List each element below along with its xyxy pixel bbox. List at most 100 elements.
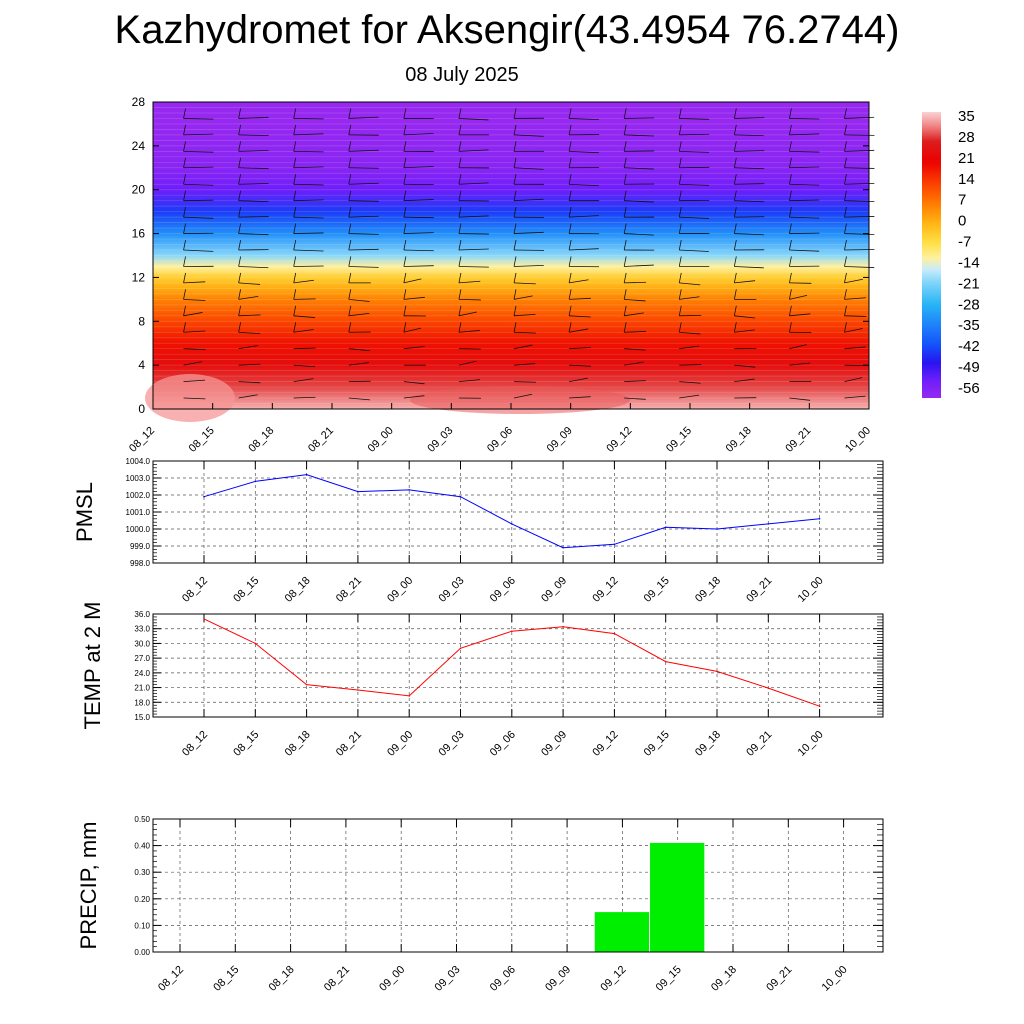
wind-barb-flag — [348, 190, 352, 201]
wind-barb — [624, 312, 644, 317]
wind-barb — [238, 282, 261, 285]
wind-barb-flag — [238, 174, 242, 185]
wind-barb-flag — [678, 272, 682, 283]
x-tick-label: 09_03 — [425, 425, 455, 455]
wind-barb — [624, 134, 654, 137]
colorbar-label: -49 — [958, 359, 980, 376]
wind-barb-flag — [513, 239, 517, 251]
wind-barb — [183, 312, 203, 317]
wind-barb — [734, 329, 755, 333]
x-tick-label: 08_18 — [267, 964, 297, 994]
wind-barb-flag — [183, 289, 186, 300]
wind-barb-flag — [678, 322, 682, 333]
panel-frame — [152, 460, 884, 564]
wind-barb-flag — [513, 108, 517, 119]
wind-barb-flag — [568, 141, 572, 152]
y-tick-label: 30.0 — [134, 639, 150, 648]
wind-barb-flag — [348, 272, 352, 283]
wind-barb — [789, 294, 808, 300]
wind-barb-flag — [623, 289, 627, 300]
wind-barb — [624, 361, 644, 366]
wind-barb — [238, 216, 269, 218]
x-tick-label: 08_15 — [187, 425, 217, 455]
temp-2m-point — [613, 632, 616, 635]
x-tick-label: 09_15 — [654, 964, 684, 994]
wind-barb — [183, 348, 206, 351]
wind-barb-flag — [844, 157, 847, 168]
pmsl-point — [357, 490, 359, 493]
wind-barb — [293, 329, 314, 333]
wind-barb-flag — [513, 141, 517, 152]
y-axis-label: TEMP at 2 M — [80, 602, 105, 730]
wind-barb — [238, 134, 269, 136]
wind-barb-flag — [458, 124, 462, 135]
y-tick-label: 24.0 — [134, 669, 150, 678]
temp-2m-point — [203, 618, 205, 620]
wind-barb-flag — [238, 108, 242, 119]
wind-barb-flag — [733, 157, 737, 168]
colorbar: 35 28 21 14 7 0 -7 -14 -21 -28 -35 -42 -49 -56 — [922, 108, 980, 398]
y-tick-label: 18.0 — [134, 698, 150, 707]
wind-barb-flag — [293, 223, 297, 234]
wind-barb — [844, 346, 866, 350]
wind-barb — [569, 248, 599, 251]
y-tick-label: 0.30 — [134, 868, 150, 877]
wind-barb-flag — [844, 305, 847, 316]
wind-barb-flag — [568, 157, 572, 168]
wind-barb-flag — [789, 322, 792, 333]
wind-barb-flag — [403, 207, 407, 218]
wind-barb — [569, 328, 589, 333]
wind-barb — [513, 134, 544, 137]
x-tick-label: 08_12 — [180, 729, 210, 759]
colorbar-gradient — [922, 112, 941, 398]
y-tick-label: 998.0 — [130, 559, 151, 568]
wind-barb-flag — [623, 256, 627, 267]
wind-barb-flag — [293, 305, 297, 316]
wind-barb-flag — [238, 305, 242, 316]
wind-barb-flag — [733, 322, 737, 333]
wind-barb-flag — [403, 256, 407, 267]
wind-barb-flag — [678, 223, 682, 234]
wind-barb — [403, 216, 434, 219]
wind-barb — [348, 248, 379, 251]
colorbar-label: -7 — [958, 234, 971, 251]
wind-barb-flag — [403, 305, 407, 316]
wind-barb-flag — [844, 141, 847, 152]
wind-barb-flag — [458, 108, 462, 119]
wind-barb-flag — [183, 256, 186, 267]
wind-barb — [679, 118, 710, 120]
wind-barb-flag — [623, 174, 627, 185]
y-tick-label: 16 — [132, 227, 146, 241]
wind-barb — [789, 344, 807, 350]
wind-barb-flag — [678, 190, 682, 201]
wind-barb — [569, 279, 589, 284]
x-tick-label: 08_21 — [334, 575, 364, 605]
wind-barb-flag — [293, 322, 297, 333]
temp-2m-point — [664, 660, 667, 663]
x-tick-label: 09_12 — [590, 575, 620, 605]
wind-barb — [569, 347, 591, 350]
wind-barb — [403, 346, 425, 350]
wind-barb-flag — [293, 272, 297, 283]
wind-barb-flag — [293, 289, 297, 300]
wind-barb-flag — [293, 239, 297, 251]
colorbar-label: -14 — [958, 254, 980, 271]
wind-barb — [238, 314, 261, 317]
wind-barb-flag — [458, 305, 462, 316]
wind-barb — [348, 266, 379, 268]
temp-2m-point — [459, 647, 462, 650]
wind-barb-flag — [348, 124, 352, 135]
x-tick-label: 08_15 — [231, 575, 261, 605]
pmsl-point — [767, 523, 770, 525]
wind-barb — [238, 363, 261, 366]
wind-barb — [458, 266, 489, 268]
wind-barb-flag — [458, 157, 462, 168]
wind-barb — [348, 362, 370, 366]
precip-panel: 0.00 0.10 0.20 0.30 0.40 0.50 08_12 08_15 08_18 0… — [76, 815, 884, 994]
wind-barb — [458, 280, 481, 284]
wind-barb — [238, 381, 261, 384]
y-tick-label: 36.0 — [134, 610, 150, 619]
wind-barb — [458, 248, 489, 251]
x-tick-label: 09_09 — [545, 425, 575, 455]
wind-barb-flag — [844, 174, 847, 185]
